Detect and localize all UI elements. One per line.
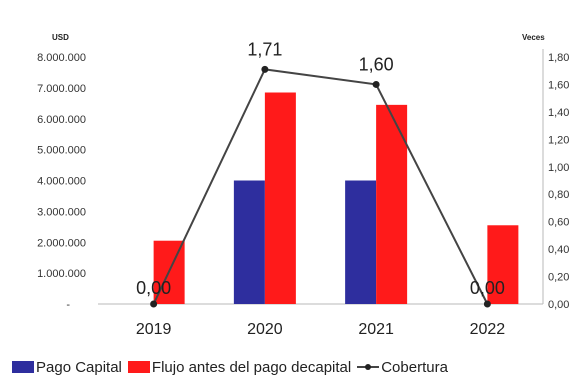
bar-pago-capital xyxy=(345,180,377,304)
y-left-tick-label: 8.000.000 xyxy=(37,52,86,64)
combo-chart: - 1.000.000 2.000.000 3.000.000 4.000.000 5.0… xyxy=(37,33,569,338)
chart-legend: Pago Capital Flujo antes del pago decapi… xyxy=(12,355,582,379)
y-right-tick-label: 1,40 xyxy=(548,107,569,119)
y-left-tick-label: 6.000.000 xyxy=(37,114,86,126)
cobertura-point xyxy=(261,65,269,73)
bar-flujo xyxy=(487,225,519,304)
cobertura-data-label: 1,71 xyxy=(247,39,282,59)
legend-swatch-pago-capital xyxy=(12,361,34,373)
cobertura-point xyxy=(483,300,491,308)
y-left-unit-label: USD xyxy=(52,33,69,42)
y-left-tick-label: - xyxy=(66,299,70,311)
y-right-tick-label: 1,80 xyxy=(548,52,569,64)
legend-label-flujo: Flujo antes del pago decapital xyxy=(151,358,352,376)
bar-flujo xyxy=(376,104,408,304)
x-category-label: 2019 xyxy=(136,321,172,338)
line-layer xyxy=(150,65,491,308)
y-left-tick-label: 1.000.000 xyxy=(37,268,86,280)
cobertura-data-label: 0,00 xyxy=(136,278,171,298)
legend-item-pago-capital: Pago Capital xyxy=(12,359,122,376)
x-category-label: 2021 xyxy=(358,321,394,338)
cobertura-point xyxy=(150,300,158,308)
bar-pago-capital xyxy=(233,180,265,304)
legend-label-cobertura: Cobertura xyxy=(381,358,448,376)
y-left-tick-label: 4.000.000 xyxy=(37,176,86,188)
y-left-tick-label: 5.000.000 xyxy=(37,145,86,157)
y-right-tick-label: 1,60 xyxy=(548,79,569,91)
y-right-tick-label: 0,20 xyxy=(548,272,569,284)
legend-swatch-cobertura xyxy=(357,361,380,373)
cobertura-point xyxy=(372,80,380,88)
text-layer: - 1.000.000 2.000.000 3.000.000 4.000.000 5.0… xyxy=(37,33,569,338)
cobertura-data-label: 0,00 xyxy=(470,278,505,298)
cobertura-line xyxy=(152,68,489,305)
bars-layer xyxy=(153,92,519,304)
bar-flujo xyxy=(264,92,296,304)
x-category-label: 2020 xyxy=(247,321,283,338)
cobertura-data-label: 1,60 xyxy=(359,54,394,74)
y-left-tick-label: 7.000.000 xyxy=(37,83,86,95)
y-right-tick-label: 0,80 xyxy=(548,189,569,201)
y-right-tick-label: 0,00 xyxy=(548,299,569,311)
legend-item-cobertura: Cobertura xyxy=(357,359,448,376)
y-left-tick-label: 2.000.000 xyxy=(37,237,86,249)
y-right-unit-label: Veces xyxy=(522,33,545,42)
y-right-tick-label: 0,60 xyxy=(548,217,569,229)
y-right-tick-label: 0,40 xyxy=(548,244,569,256)
y-right-tick-label: 1,00 xyxy=(548,162,569,174)
legend-label-pago-capital: Pago Capital xyxy=(36,358,122,376)
x-category-label: 2022 xyxy=(470,321,506,338)
legend-item-flujo: Flujo antes del pago decapital xyxy=(127,358,352,376)
legend-swatch-flujo xyxy=(127,361,150,373)
y-right-tick-label: 1,20 xyxy=(548,134,569,146)
y-left-tick-label: 3.000.000 xyxy=(37,206,86,218)
